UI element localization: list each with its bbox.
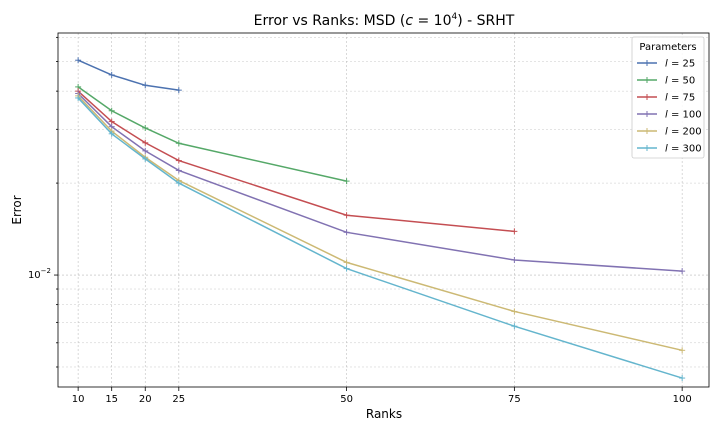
data-point (175, 157, 182, 164)
legend-label: l = 100 (665, 110, 702, 121)
legend-label-variable: l (665, 110, 668, 121)
data-point (679, 375, 686, 382)
x-tick-label: 15 (105, 394, 118, 405)
legend-label: l = 25 (665, 59, 695, 70)
data-point (175, 180, 182, 187)
data-point (343, 212, 350, 219)
legend-label: l = 75 (665, 93, 695, 104)
legend-label-variable: l (665, 59, 668, 70)
chart-title-exponent: 4 (452, 12, 458, 22)
legend-label-variable: l (665, 93, 668, 104)
series-line (77, 59, 179, 91)
series-line (77, 90, 515, 233)
data-point (511, 257, 518, 264)
legend-entry: l = 25 (637, 59, 695, 70)
data-point (142, 139, 149, 146)
data-point (343, 229, 350, 236)
data-point (108, 71, 115, 78)
legend-label-value: = 100 (668, 110, 702, 121)
legend-entry: l = 100 (637, 110, 702, 121)
data-point (679, 347, 686, 354)
chart-title-suffix: ) - SRHT (457, 13, 515, 29)
chart-title-equals: = 10 (413, 13, 451, 29)
data-point (175, 167, 182, 174)
data-point (108, 130, 115, 137)
data-point (511, 323, 518, 330)
legend-entry: l = 300 (637, 144, 702, 155)
legend-label-value: = 200 (668, 127, 702, 138)
chart-title-variable: c (405, 13, 413, 29)
legend-frame (631, 36, 705, 159)
data-point (175, 87, 182, 94)
chart-title: Error vs Ranks: MSD (c = 104) - SRHT (254, 12, 515, 29)
legend-entry: l = 200 (637, 127, 702, 138)
chart-title-prefix: Error vs Ranks: MSD ( (254, 13, 406, 29)
data-point (511, 308, 518, 315)
legend-entry: l = 75 (637, 93, 695, 104)
x-tick-label: 25 (172, 394, 185, 405)
legend-label-value: = 75 (668, 93, 695, 104)
data-point (142, 155, 149, 162)
legend-label-variable: l (665, 76, 668, 87)
y-tick-label: 10−2 (28, 267, 51, 281)
grid (58, 33, 709, 387)
legend-label-value: = 25 (668, 59, 695, 70)
x-tick-label: 20 (139, 394, 152, 405)
data-point (142, 147, 149, 154)
series-layer (75, 57, 686, 382)
y-axis-label: Error (10, 195, 24, 224)
legend-entry: l = 50 (637, 76, 695, 87)
data-point (511, 228, 518, 235)
data-point (343, 259, 350, 266)
y-tick-label-exponent: −2 (41, 267, 51, 275)
legend-label: l = 50 (665, 76, 695, 87)
data-point (75, 57, 82, 64)
data-point (142, 124, 149, 131)
x-tick-label: 100 (673, 394, 692, 405)
plot-frame (57, 32, 710, 388)
data-point (175, 140, 182, 147)
x-tick-label: 75 (508, 394, 521, 405)
data-point (679, 268, 686, 275)
data-point (108, 107, 115, 114)
data-point (343, 178, 350, 185)
x-tick-label: 10 (72, 394, 85, 405)
legend-label-variable: l (665, 144, 668, 155)
data-point (142, 82, 149, 89)
data-point (343, 265, 350, 272)
y-tick-label-base: 10 (28, 270, 41, 281)
legend-label-value: = 50 (668, 76, 695, 87)
x-axis-label: Ranks (366, 407, 402, 421)
x-tick-label: 50 (340, 394, 353, 405)
legend-label: l = 200 (665, 127, 702, 138)
legend-title: Parameters (639, 42, 696, 53)
data-point (75, 94, 82, 101)
legend-label: l = 300 (665, 144, 702, 155)
legend-label-variable: l (665, 127, 668, 138)
data-point (108, 118, 115, 125)
legend-label-value: = 300 (668, 144, 702, 155)
